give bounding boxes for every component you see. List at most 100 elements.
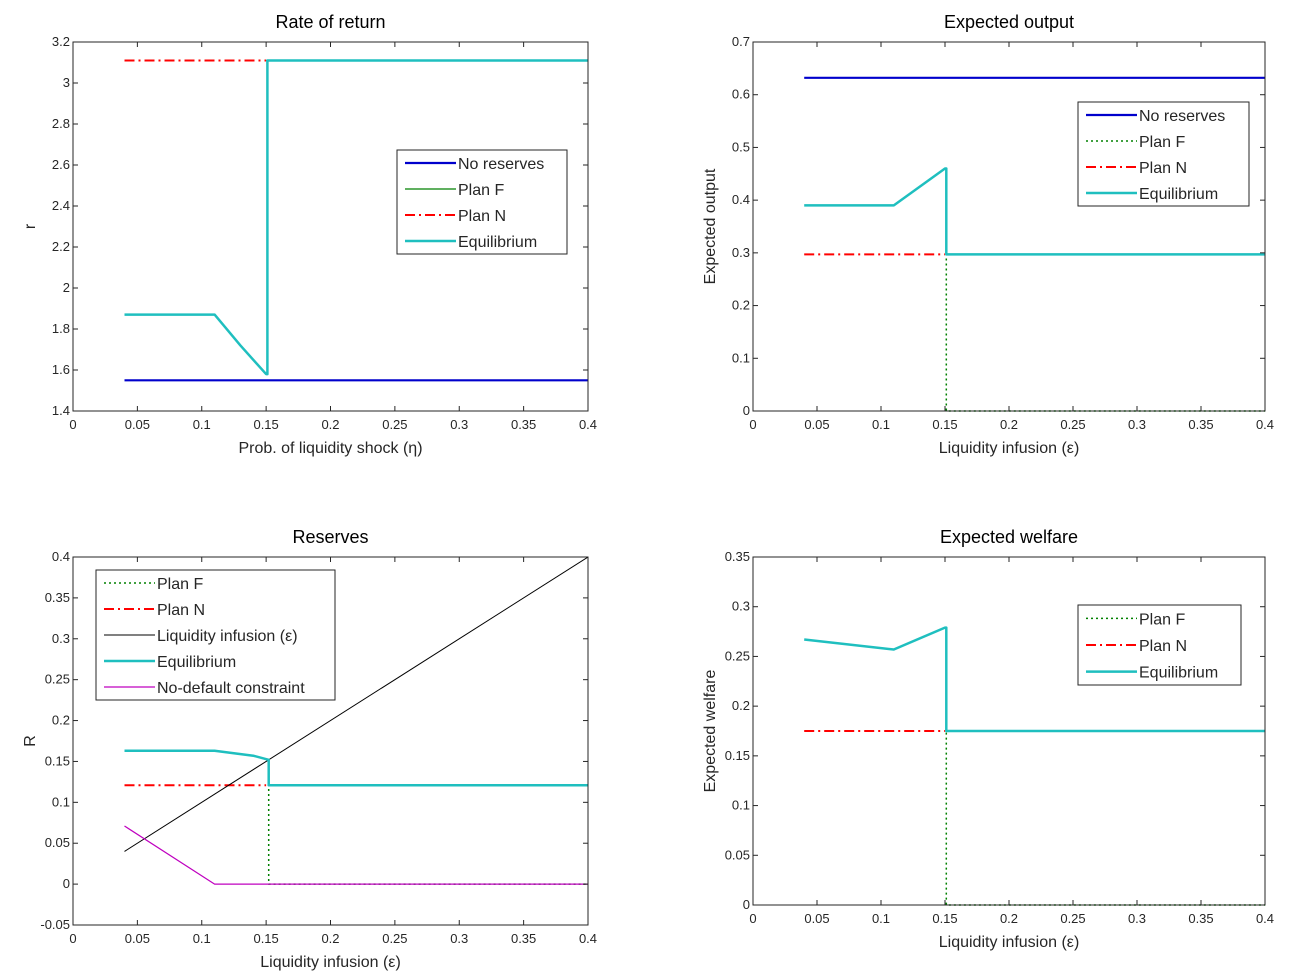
x-tick-label: 0.1 bbox=[872, 911, 890, 926]
x-tick-label: 0.15 bbox=[253, 417, 278, 432]
y-tick-label: 0.2 bbox=[732, 298, 750, 313]
y-tick-label: 0.7 bbox=[732, 34, 750, 49]
y-tick-label: 0 bbox=[743, 403, 750, 418]
y-tick-label: 0.1 bbox=[732, 350, 750, 365]
legend-label: Equilibrium bbox=[458, 234, 537, 251]
x-tick-label: 0.1 bbox=[193, 931, 211, 946]
legend-label: Plan F bbox=[1139, 134, 1185, 151]
x-tick-label: 0.3 bbox=[450, 931, 468, 946]
series-line-3 bbox=[804, 626, 1265, 733]
legend-label: Plan N bbox=[1139, 160, 1187, 177]
series-line-5 bbox=[124, 825, 588, 885]
y-tick-label: 0 bbox=[743, 897, 750, 912]
y-tick-label: 0.1 bbox=[732, 798, 750, 813]
series-group bbox=[804, 626, 1265, 906]
legend-label: Plan F bbox=[1139, 611, 1185, 628]
x-tick-label: 0.3 bbox=[1128, 417, 1146, 432]
y-tick-label: 2.4 bbox=[52, 198, 70, 213]
x-tick-label: 0.1 bbox=[872, 417, 890, 432]
x-tick-label: 0.2 bbox=[321, 931, 339, 946]
series-group bbox=[804, 76, 1265, 412]
legend-label: Equilibrium bbox=[1139, 665, 1218, 682]
x-tick-label: 0.15 bbox=[932, 417, 957, 432]
x-tick-label: 0 bbox=[69, 417, 76, 432]
y-tick-label: 0.3 bbox=[732, 599, 750, 614]
legend: No reserves Plan F Plan N Equilibrium bbox=[396, 149, 568, 255]
legend-label: Liquidity infusion (ε) bbox=[157, 628, 298, 645]
x-tick-label: 0.25 bbox=[1060, 911, 1085, 926]
legend: Plan F Plan N Liquidity infusion (ε) Equili… bbox=[95, 569, 336, 701]
chart-title: Rate of return bbox=[275, 12, 385, 32]
y-tick-label: 0.6 bbox=[732, 87, 750, 102]
chart-panel-4: 0 0.05 0.1 0.15 0.2 0.25 0.3 0.35 0.4 0 0.05 0.1 0.1… bbox=[702, 527, 1274, 951]
x-tick-label: 0.35 bbox=[511, 417, 536, 432]
y-tick-label: 3.2 bbox=[52, 34, 70, 49]
legend-label: Plan N bbox=[1139, 638, 1187, 655]
series-group bbox=[124, 556, 588, 885]
x-tick-label: 0.25 bbox=[1060, 417, 1085, 432]
x-tick-label: 0.1 bbox=[193, 417, 211, 432]
x-tick-label: 0.05 bbox=[804, 911, 829, 926]
x-tick-label: 0.2 bbox=[1000, 417, 1018, 432]
y-tick-label: 3 bbox=[63, 75, 70, 90]
y-tick-label: 2.8 bbox=[52, 116, 70, 131]
x-tick-label: 0.35 bbox=[1188, 911, 1213, 926]
legend-label: Equilibrium bbox=[157, 654, 236, 671]
x-tick-label: 0.25 bbox=[382, 417, 407, 432]
plot-area bbox=[753, 42, 1265, 411]
y-tick-label: 2.6 bbox=[52, 157, 70, 172]
legend-label: No reserves bbox=[1139, 108, 1225, 125]
y-tick-label: 0.05 bbox=[725, 847, 750, 862]
x-tick-label: 0.05 bbox=[125, 931, 150, 946]
y-axis-label: Expected welfare bbox=[702, 670, 719, 793]
x-tick-label: 0.35 bbox=[1188, 417, 1213, 432]
y-tick-label: 0.05 bbox=[45, 835, 70, 850]
x-tick-label: 0.4 bbox=[579, 931, 597, 946]
x-tick-label: 0.2 bbox=[321, 417, 339, 432]
x-tick-label: 0.2 bbox=[1000, 911, 1018, 926]
y-tick-label: 1.6 bbox=[52, 362, 70, 377]
x-tick-label: 0.35 bbox=[511, 931, 536, 946]
x-tick-label: 0.4 bbox=[1256, 911, 1274, 926]
x-tick-label: 0.05 bbox=[804, 417, 829, 432]
y-tick-label: 2.2 bbox=[52, 239, 70, 254]
y-tick-label: 0.35 bbox=[45, 590, 70, 605]
legend-label: Plan F bbox=[458, 182, 504, 199]
y-tick-label: 0.5 bbox=[732, 139, 750, 154]
legend-label: No reserves bbox=[458, 156, 544, 173]
x-tick-label: 0.3 bbox=[1128, 911, 1146, 926]
series-group bbox=[124, 59, 588, 382]
y-tick-label: 0.35 bbox=[725, 549, 750, 564]
y-tick-label: 0 bbox=[63, 876, 70, 891]
y-tick-label: 0.3 bbox=[52, 631, 70, 646]
y-tick-label: 0.15 bbox=[45, 753, 70, 768]
x-tick-label: 0.4 bbox=[579, 417, 597, 432]
legend-box bbox=[1077, 101, 1250, 207]
x-axis-label: Liquidity infusion (ε) bbox=[939, 440, 1080, 457]
legend: No reserves Plan F Plan N Equilibrium bbox=[1077, 101, 1250, 207]
x-tick-label: 0.25 bbox=[382, 931, 407, 946]
y-tick-label: 1.8 bbox=[52, 321, 70, 336]
legend-label: No-default constraint bbox=[157, 680, 305, 697]
legend-box bbox=[396, 149, 568, 255]
y-tick-label: -0.05 bbox=[40, 917, 70, 932]
y-tick-label: 0.4 bbox=[732, 192, 750, 207]
chart-panel-3: 0 0.05 0.1 0.15 0.2 0.25 0.3 0.35 0.4-0.0500.050… bbox=[22, 527, 597, 971]
y-axis-label: r bbox=[22, 223, 39, 229]
y-axis-label: R bbox=[22, 735, 39, 747]
y-tick-label: 0.2 bbox=[52, 713, 70, 728]
x-tick-label: 0.05 bbox=[125, 417, 150, 432]
y-tick-label: 1.4 bbox=[52, 403, 70, 418]
series-line-4 bbox=[124, 749, 588, 787]
legend-label: Equilibrium bbox=[1139, 186, 1218, 203]
y-axis-label: Expected output bbox=[702, 168, 719, 284]
series-line-4 bbox=[124, 59, 588, 376]
x-tick-label: 0.15 bbox=[253, 931, 278, 946]
chart-title: Expected welfare bbox=[940, 527, 1078, 547]
y-tick-label: 0.3 bbox=[732, 245, 750, 260]
legend-label: Plan N bbox=[157, 602, 205, 619]
x-axis-label: Liquidity infusion (ε) bbox=[260, 954, 401, 971]
x-tick-label: 0.15 bbox=[932, 911, 957, 926]
series-line-4 bbox=[804, 167, 1265, 256]
